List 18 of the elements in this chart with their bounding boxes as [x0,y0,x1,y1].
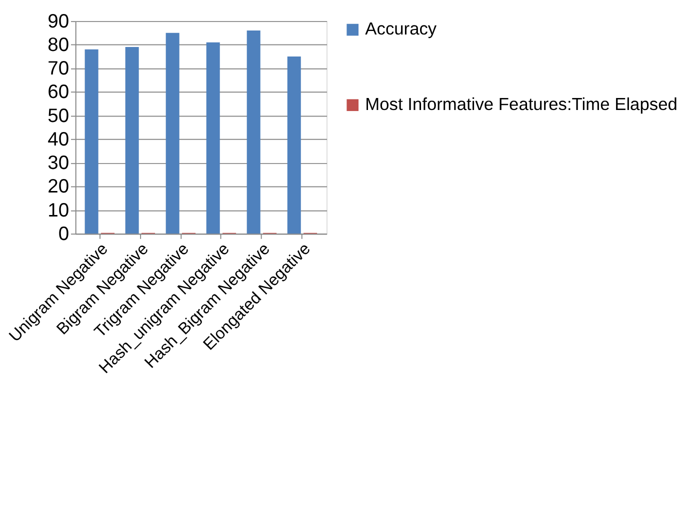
legend-label: Accuracy [365,18,437,39]
y-tick-label: 70 [48,58,70,80]
bar [84,49,98,234]
y-tick-label: 0 [58,224,70,245]
bar [206,42,220,234]
y-tick-label: 20 [48,176,70,198]
y-tick-label: 10 [48,200,70,222]
y-tick-label: 80 [48,34,70,56]
bar [246,30,260,234]
bar [166,32,180,234]
bar [125,47,139,234]
y-tick-label: 60 [48,82,70,104]
legend-label: Most Informative Features:Time Elapsed [365,94,678,114]
y-tick-label: 30 [48,153,70,174]
y-tick-label: 40 [48,129,70,150]
y-tick-label: 90 [48,11,70,32]
bar [287,56,301,234]
y-tick-label: 50 [48,106,70,127]
